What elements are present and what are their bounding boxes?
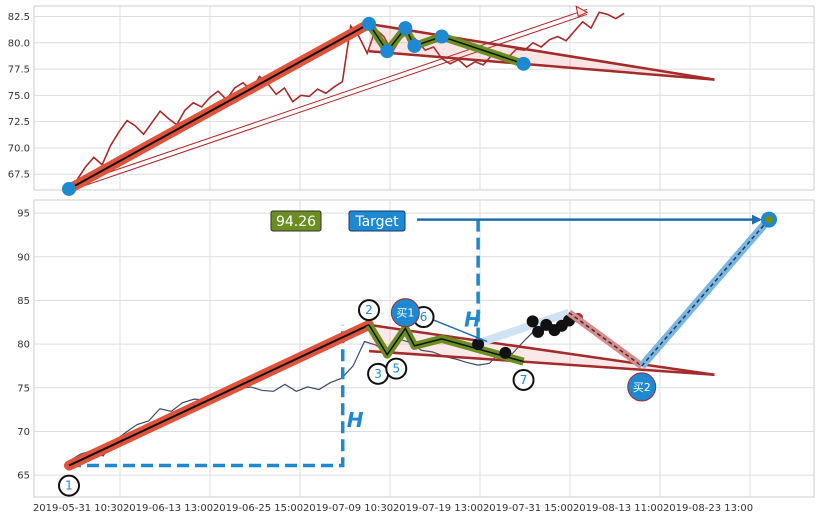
buy-label-text: 买1 (396, 307, 414, 320)
value-badge-box (270, 210, 322, 232)
point-label-circle (512, 368, 535, 391)
x-tick-label: 2019-07-09 10:30 (303, 503, 393, 514)
y-tick-label: 95 (17, 209, 30, 220)
y-tick-label: 72.5 (8, 117, 30, 128)
price-point (526, 315, 539, 328)
projection-arrow-head (575, 5, 589, 18)
panel-bottom: 65 70 75 80 85 90 95 H H 94.26 Target 1 2 3 5 6 7 买1 买2 201… (17, 199, 815, 514)
plot-frame (33, 5, 815, 191)
point-label-text: 3 (374, 367, 382, 381)
target-badge-label: Target (354, 214, 399, 230)
y-tick-label: 85 (17, 296, 30, 307)
upper-trend-line (368, 323, 715, 376)
target-path-line (641, 218, 770, 367)
x-tick-label: 2019-08-13 11:00 (573, 503, 663, 514)
x-tick-label: 2019-08-23 13:00 (663, 503, 753, 514)
buy-label-text: 买2 (633, 381, 651, 394)
y-tick-label: 65 (17, 471, 30, 482)
pivot-point (516, 56, 531, 71)
point-label-circle (385, 357, 408, 380)
buy-label-circle (390, 298, 420, 328)
point-label-circle (58, 474, 80, 497)
y-tick-label: 80 (17, 340, 30, 351)
point-label-text: 5 (392, 362, 400, 376)
upleg-line (68, 324, 370, 467)
price-line (68, 11, 625, 190)
y-tick-label: 75 (17, 383, 30, 394)
height-label-1: H (347, 408, 364, 432)
price-point (499, 346, 512, 359)
lower-trend-line (368, 49, 715, 81)
price-line (68, 320, 570, 462)
target-badge-box (348, 210, 406, 232)
x-tick-label: 2019-06-25 15:00 (213, 503, 303, 514)
height-measure-1 (69, 324, 345, 468)
y-tick-label: 77.5 (8, 65, 30, 76)
point-label-text: 2 (365, 303, 373, 317)
pivot-point (362, 16, 376, 31)
upleg-line (68, 22, 370, 190)
plot-frame (33, 199, 815, 498)
x-tick-label: 2019-06-13 13:00 (123, 503, 213, 514)
pivot-point (407, 38, 422, 53)
fall-line (568, 312, 643, 367)
upper-trend-line (368, 22, 715, 81)
lower-trend-line (368, 349, 715, 376)
pivot-point (62, 181, 76, 196)
target-point-center (765, 215, 773, 224)
x-tick-label: 2019-07-19 13:00 (393, 503, 483, 514)
y-tick-label: 82.5 (8, 12, 30, 23)
point-label-text: 7 (520, 373, 528, 387)
pivot-point (380, 44, 395, 59)
projection-line-lower (68, 13, 588, 192)
x-tick-label: 2019-05-31 10:30 (33, 503, 123, 514)
panel-top: 67.5 70.0 72.5 75.0 77.5 80.0 82.5 (8, 5, 815, 196)
price-point (532, 325, 545, 338)
y-tick-label: 90 (17, 252, 30, 263)
pivot-point (398, 21, 413, 36)
price-point (472, 338, 485, 351)
height-label-2: H (464, 308, 481, 332)
zigzag-line (368, 324, 524, 363)
point-label-text: 6 (420, 310, 428, 324)
pivot-point (434, 29, 449, 44)
point-label-text: 1 (65, 479, 73, 493)
y-tick-label: 75.0 (8, 91, 30, 102)
point-label-circle (358, 299, 380, 322)
y-tick-label: 80.0 (8, 38, 30, 49)
buy-label-circle (627, 372, 657, 402)
y-tick-label: 70 (17, 427, 30, 438)
projection-line-upper (68, 8, 588, 187)
breakout-band (476, 308, 571, 348)
y-tick-label: 70.0 (8, 143, 30, 154)
target-value-label: 94.26 (276, 214, 316, 230)
y-tick-label: 67.5 (8, 170, 30, 181)
x-tick-label: 2019-07-31 15:00 (483, 503, 573, 514)
